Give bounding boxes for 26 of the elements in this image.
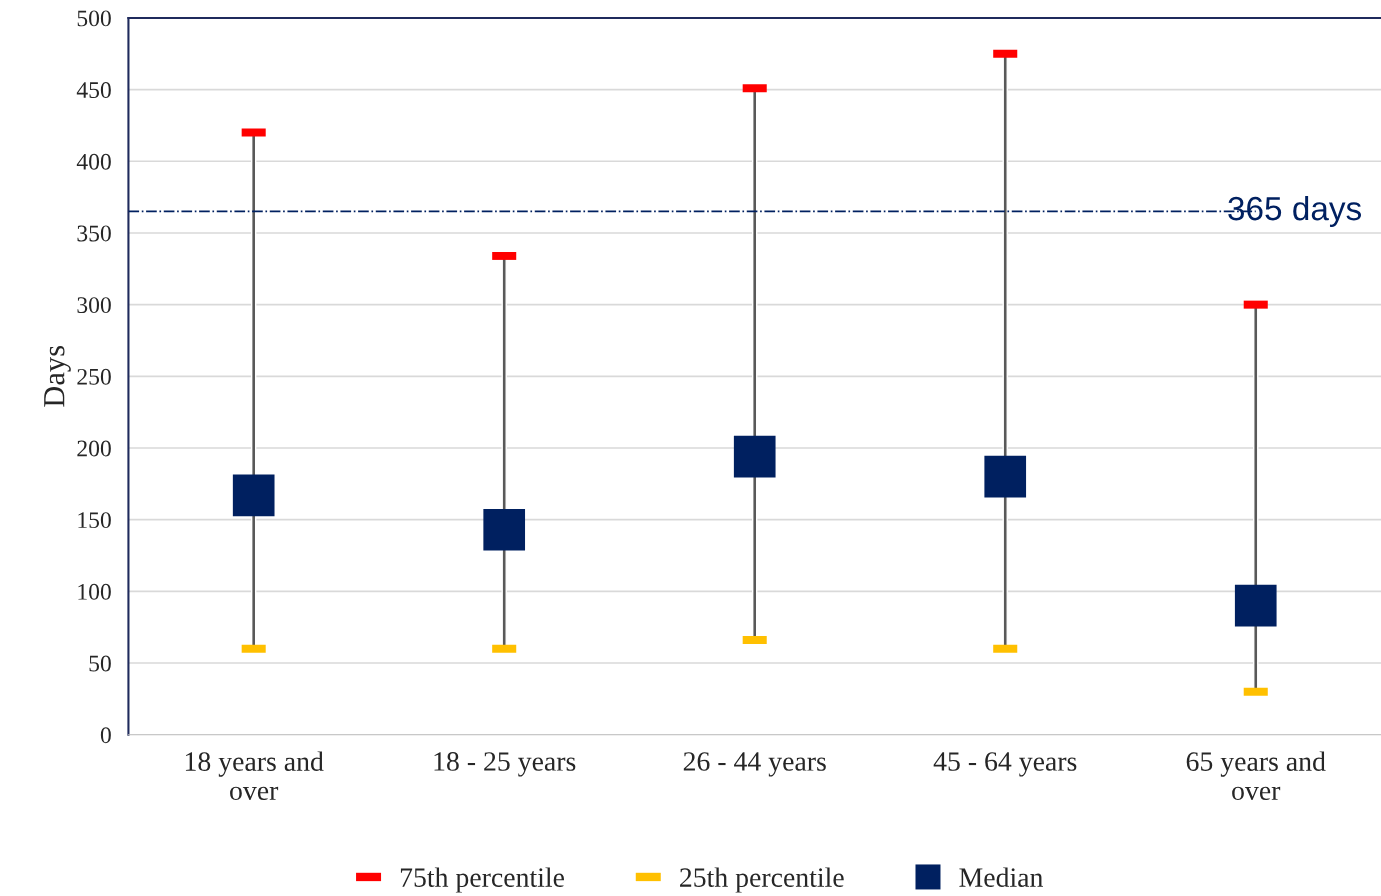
y-tick-label: 500 (77, 10, 111, 27)
y-tick-label: 400 (76, 153, 111, 170)
x-tick-label: 26 - 44 years (683, 752, 826, 777)
point (1234, 584, 1277, 627)
ref-line-label: 365 days (1228, 195, 1362, 227)
point (733, 435, 776, 478)
point (984, 455, 1027, 498)
point (232, 474, 275, 517)
x-tick-label: 45 - 64 years (933, 752, 1077, 777)
y-tick-label: 0 (100, 727, 111, 744)
y-tick-label: 450 (76, 82, 111, 99)
y-tick-label: 100 (78, 583, 111, 600)
y-axis-title: Days (44, 346, 71, 407)
x-tick-label: 65 years and over (1186, 751, 1326, 801)
point (483, 508, 526, 551)
legend-label: Median (959, 867, 1043, 887)
x-tick-label: 18 years and over (185, 751, 324, 801)
legend-label: 75th percentile (400, 867, 564, 893)
y-tick-label: 250 (77, 368, 111, 385)
x-tick-label: 18 - 25 years (434, 752, 576, 777)
y-tick-label: 150 (78, 512, 111, 529)
y-tick-label: 200 (77, 440, 111, 457)
y-tick-label: 300 (77, 297, 111, 314)
y-tick-label: 50 (89, 655, 111, 672)
legend-label: 25th percentile (680, 867, 844, 893)
y-tick-label: 350 (77, 225, 111, 242)
